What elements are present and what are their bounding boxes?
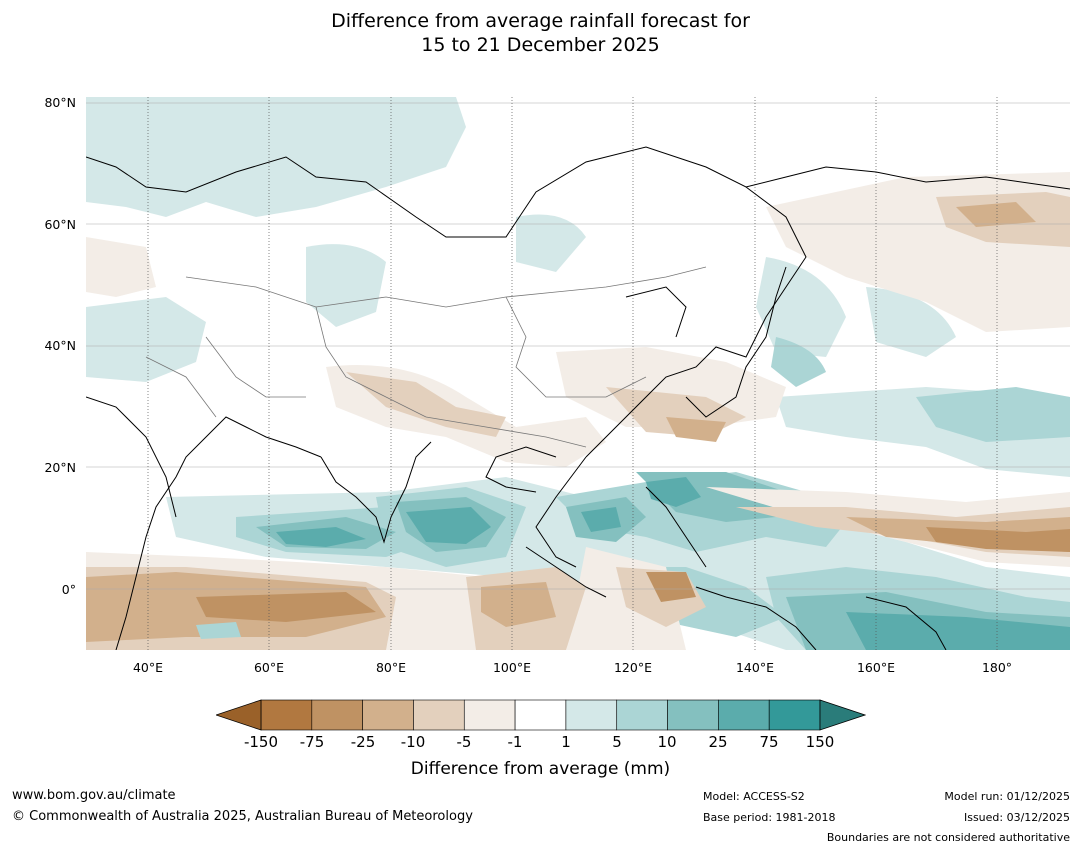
legend-tick-label: -75 xyxy=(299,733,325,751)
legend-color-box xyxy=(514,699,567,731)
website-link[interactable]: www.bom.gov.au/climate xyxy=(12,788,176,803)
model-name: Model: ACCESS-S2 xyxy=(703,790,805,803)
lat-label-20n: 20°N xyxy=(44,460,76,475)
legend-tick-label: 5 xyxy=(612,733,622,751)
legend-color-box xyxy=(565,699,618,731)
base-period: Base period: 1981-2018 xyxy=(703,811,836,824)
lon-label-160e: 160°E xyxy=(856,660,895,675)
legend-extend-low xyxy=(216,699,262,731)
lat-label-60n: 60°N xyxy=(44,217,76,232)
legend-color-box xyxy=(463,699,516,731)
lon-label-140e: 140°E xyxy=(735,660,774,675)
coastlines xyxy=(86,146,1070,650)
chart-title-line2: 15 to 21 December 2025 xyxy=(421,34,660,56)
legend-tick-label: 10 xyxy=(657,733,677,751)
model-run-date: Model run: 01/12/2025 xyxy=(944,790,1070,803)
legend-tick-label: -1 xyxy=(507,733,523,751)
boundaries-disclaimer: Boundaries are not considered authoritat… xyxy=(826,831,1070,844)
rainfall-anomaly-map xyxy=(86,97,1070,650)
lon-label-120e: 120°E xyxy=(613,660,652,675)
legend-color-box xyxy=(616,699,668,731)
country-borders xyxy=(145,266,707,448)
legend-color-box xyxy=(413,699,465,731)
legend-tick-label: -150 xyxy=(243,733,279,751)
legend-tick-label: 75 xyxy=(759,733,779,751)
legend-color-box xyxy=(718,699,770,731)
chart-title-line1: Difference from average rainfall forecas… xyxy=(331,10,750,32)
legend-color-box xyxy=(768,699,821,731)
lat-label-0: 0° xyxy=(61,582,76,597)
lat-label-80n: 80°N xyxy=(44,95,76,110)
legend-color-box xyxy=(667,699,719,731)
legend-tick-label: 150 xyxy=(805,733,835,751)
legend-tick-label: -10 xyxy=(400,733,426,751)
longitude-gridlines xyxy=(147,97,998,650)
anomaly-wet-patch xyxy=(196,622,241,639)
legend-tick-label: -5 xyxy=(456,733,472,751)
copyright-text: © Commonwealth of Australia 2025, Austra… xyxy=(12,809,473,824)
legend-tick-label: 25 xyxy=(708,733,728,751)
legend-colorbar xyxy=(216,699,866,731)
lon-label-100e: 100°E xyxy=(492,660,531,675)
legend-tick-label: 1 xyxy=(561,733,571,751)
lon-label-60e: 60°E xyxy=(253,660,285,675)
issued-date: Issued: 03/12/2025 xyxy=(963,811,1070,824)
legend-tick-label: -25 xyxy=(350,733,376,751)
lon-label-80e: 80°E xyxy=(375,660,407,675)
lon-label-40e: 40°E xyxy=(132,660,164,675)
legend-color-box xyxy=(260,699,313,731)
legend-extend-high xyxy=(819,699,866,731)
legend-color-box xyxy=(362,699,414,731)
anomaly-wet-very-strong xyxy=(276,477,1070,650)
lat-label-40n: 40°N xyxy=(44,338,76,353)
anomaly-dry-very-strong xyxy=(196,527,1070,622)
legend-color-box xyxy=(311,699,363,731)
lon-label-180: 180° xyxy=(981,660,1013,675)
legend-title: Difference from average (mm) xyxy=(410,759,671,779)
